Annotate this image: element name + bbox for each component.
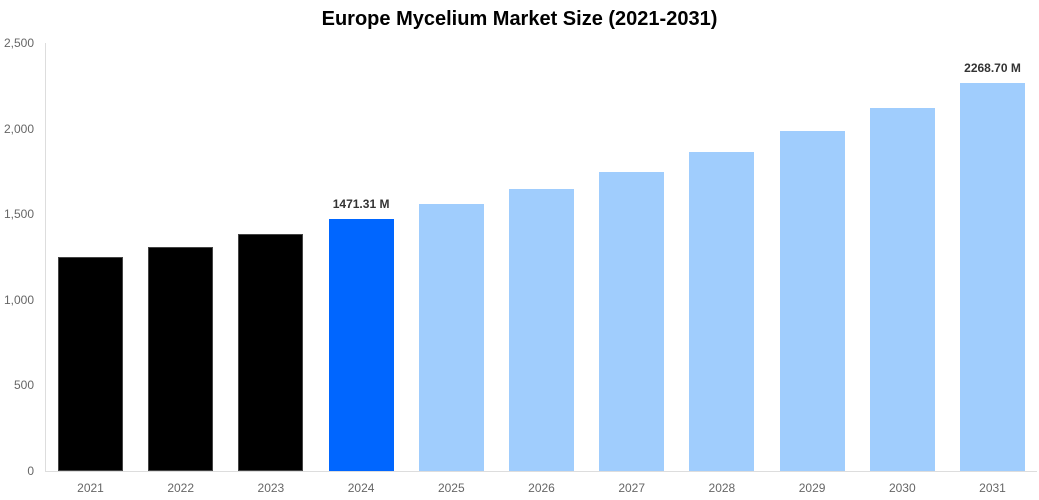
x-tick-label: 2022 xyxy=(167,481,195,495)
y-tick-label: 2,500 xyxy=(3,36,34,50)
x-tick-label: 2026 xyxy=(528,481,555,495)
bar-value-label: 2268.70 M xyxy=(964,60,1021,75)
bar-2026 xyxy=(509,189,574,471)
bar-2028 xyxy=(689,152,755,471)
x-tick-label: 2030 xyxy=(888,481,916,495)
bar-2025 xyxy=(418,203,484,471)
x-axis-line xyxy=(45,471,1037,472)
x-tick-label: 2023 xyxy=(257,481,285,495)
x-tick-label: 2021 xyxy=(77,481,104,495)
bar-2022 xyxy=(148,247,214,471)
x-tick-label: 2025 xyxy=(437,481,465,495)
bar-2021 xyxy=(58,257,123,471)
bar-2024 xyxy=(328,219,394,471)
x-tick-label: 2024 xyxy=(347,481,375,495)
x-tick-label: 2029 xyxy=(798,481,826,495)
bar-2030 xyxy=(869,108,935,471)
plot-area xyxy=(45,43,1037,471)
bar-2023 xyxy=(238,234,304,471)
y-tick-label: 1,000 xyxy=(3,292,34,307)
bar-2031 xyxy=(960,82,1025,471)
bar-value-label: 1471.31 M xyxy=(332,197,390,212)
bar-2029 xyxy=(779,131,845,471)
x-tick-label: 2027 xyxy=(618,481,646,495)
x-tick-label: 2031 xyxy=(979,481,1006,495)
y-tick-label: 0 xyxy=(27,464,34,478)
bar-2027 xyxy=(599,171,665,471)
y-tick-label: 2,000 xyxy=(3,121,34,136)
y-tick-label: 500 xyxy=(13,378,34,393)
y-axis-line xyxy=(45,43,46,471)
chart-title: Europe Mycelium Market Size (2021-2031) xyxy=(321,8,718,30)
x-tick-label: 2028 xyxy=(708,481,736,495)
y-tick-label: 1,500 xyxy=(3,207,34,222)
